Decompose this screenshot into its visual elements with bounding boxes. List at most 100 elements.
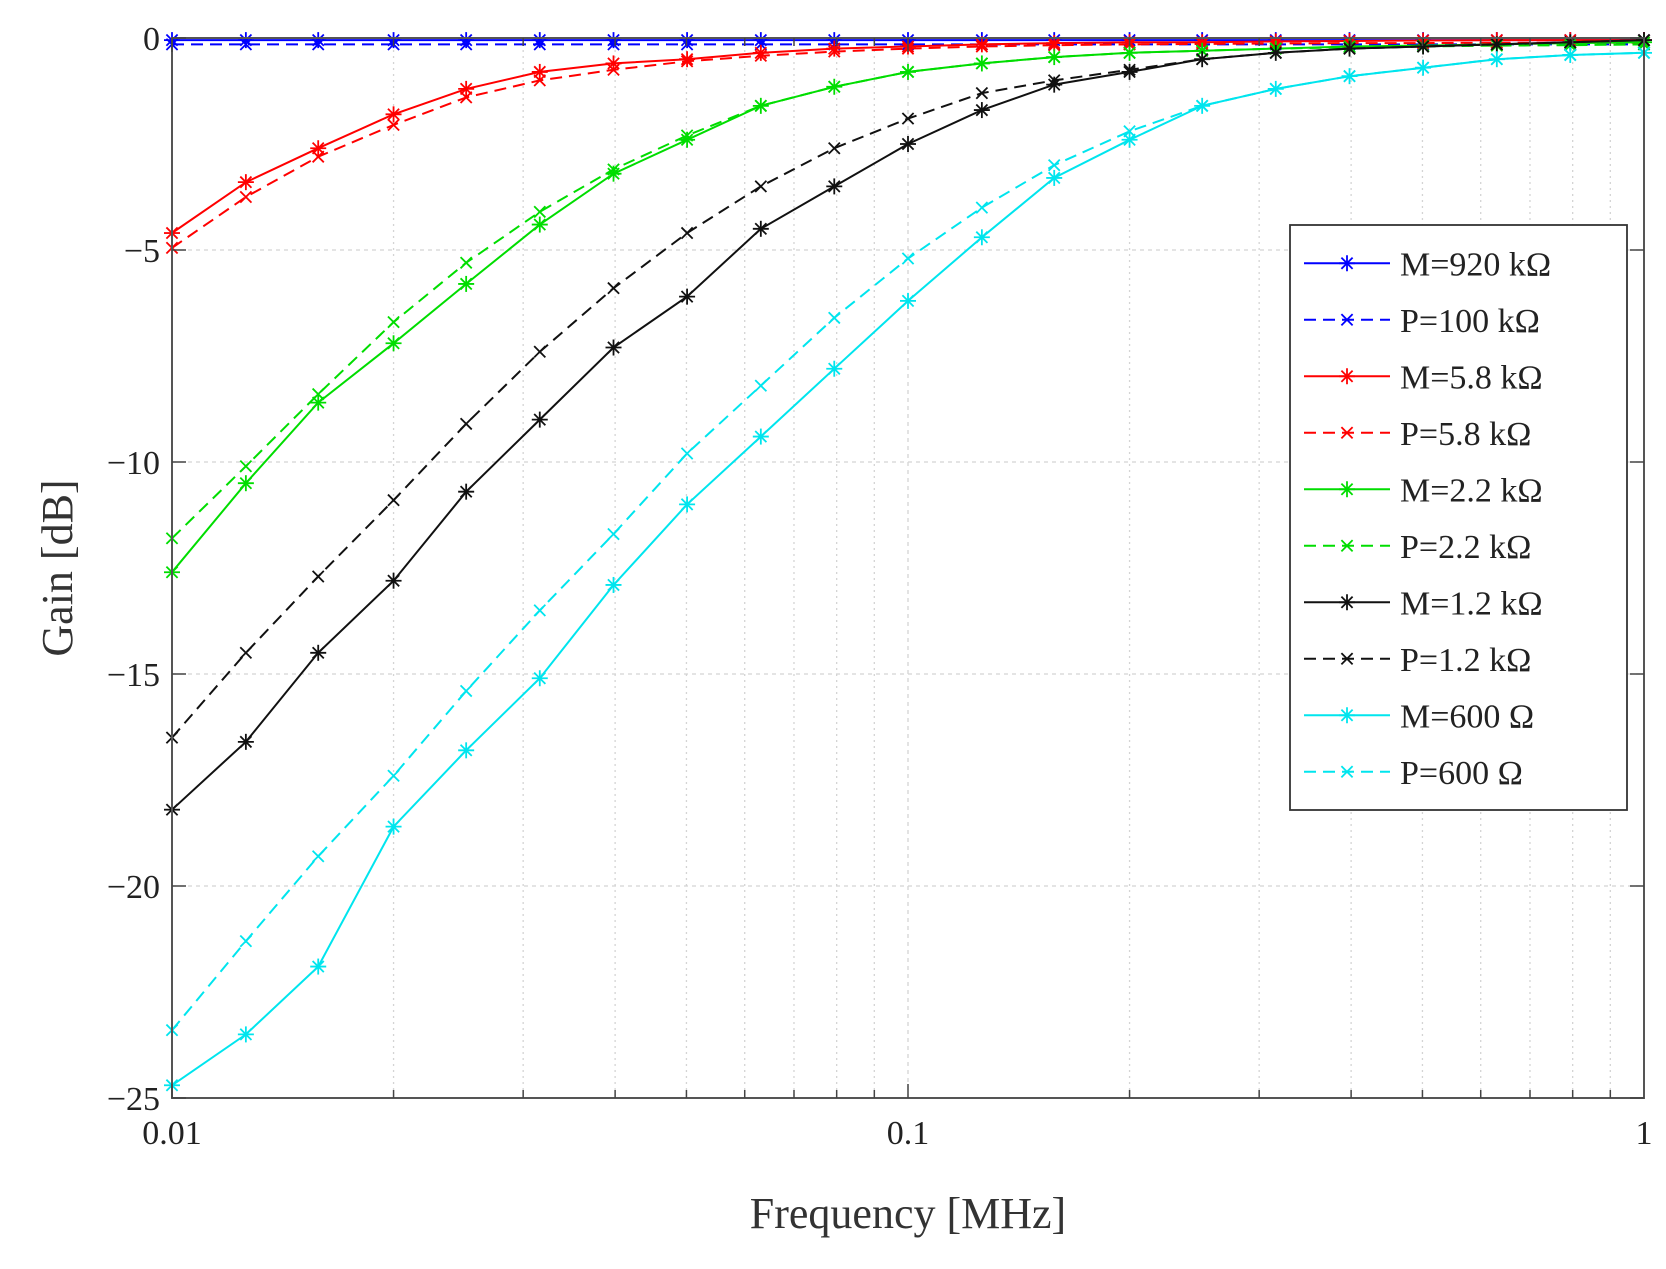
data-point xyxy=(975,40,989,53)
legend-label: P=2.2 kΩ xyxy=(1400,529,1531,566)
data-point xyxy=(533,345,547,358)
data-point xyxy=(975,57,989,70)
data-point xyxy=(828,80,841,93)
data-point xyxy=(754,49,768,63)
data-point xyxy=(1416,61,1430,74)
x-tick-label: 0.01 xyxy=(142,1115,202,1152)
data-point xyxy=(828,142,841,155)
data-point xyxy=(605,576,622,593)
data-point xyxy=(385,335,402,352)
data-point xyxy=(680,55,694,68)
data-point xyxy=(459,417,473,431)
legend-marker xyxy=(1339,594,1355,611)
data-point xyxy=(828,311,841,325)
data-point xyxy=(310,644,327,661)
legend-label: M=600 Ω xyxy=(1400,698,1534,735)
y-tick-label: −20 xyxy=(107,869,160,906)
legend-marker xyxy=(1339,368,1355,385)
data-point xyxy=(680,226,694,240)
data-point xyxy=(237,1026,254,1043)
data-point xyxy=(1121,63,1138,80)
data-point xyxy=(826,360,843,377)
legend-item: P=5.8 kΩ xyxy=(1304,416,1531,453)
data-point xyxy=(975,201,989,214)
legend-marker xyxy=(1340,313,1354,326)
data-point xyxy=(754,379,768,392)
y-tick-label: −15 xyxy=(107,657,160,694)
data-point xyxy=(531,670,548,687)
data-point xyxy=(531,32,548,49)
legend: M=920 kΩ P=100 kΩ M=5.8 kΩ P=5.8 kΩ M=2.2 kΩ… xyxy=(1289,224,1628,811)
data-point xyxy=(1490,38,1504,51)
legend-item: M=600 Ω xyxy=(1304,698,1534,735)
data-point xyxy=(458,32,475,49)
x-tick-label: 1 xyxy=(1636,1115,1653,1152)
data-point xyxy=(973,229,990,246)
y-tick-label: 0 xyxy=(143,21,160,58)
y-tick-label: −10 xyxy=(107,445,160,482)
legend-item: P=100 kΩ xyxy=(1304,303,1540,340)
data-point xyxy=(1047,50,1061,64)
data-point xyxy=(459,684,473,698)
data-point xyxy=(387,315,400,329)
data-point xyxy=(1047,158,1061,172)
data-point xyxy=(310,32,327,49)
data-point xyxy=(1195,99,1209,113)
data-point xyxy=(754,180,768,193)
legend-item: M=920 kΩ xyxy=(1304,246,1551,283)
legend-item: M=2.2 kΩ xyxy=(1304,472,1543,509)
data-point xyxy=(458,80,475,97)
legend-label: P=600 Ω xyxy=(1400,755,1523,792)
data-point xyxy=(975,86,989,100)
data-point xyxy=(680,129,694,142)
data-point xyxy=(459,38,473,51)
y-axis-title: Gain [dB] xyxy=(33,479,82,656)
legend-label: P=5.8 kΩ xyxy=(1400,416,1531,453)
x-tick-label: 0.1 xyxy=(887,1115,930,1152)
data-point xyxy=(605,32,622,49)
data-point xyxy=(385,572,402,589)
data-point xyxy=(754,99,768,113)
data-point xyxy=(1123,125,1136,138)
data-point xyxy=(311,570,325,583)
data-point xyxy=(679,51,696,68)
data-point xyxy=(310,958,327,975)
data-point xyxy=(900,136,916,152)
legend-marker xyxy=(1339,255,1355,272)
data-point xyxy=(607,527,620,541)
x-axis-title: Frequency [MHz] xyxy=(750,1189,1066,1238)
data-point xyxy=(459,256,473,269)
data-point xyxy=(239,38,253,51)
data-point xyxy=(607,281,620,295)
data-point xyxy=(1123,46,1136,60)
data-point xyxy=(605,339,622,356)
series-group xyxy=(164,32,1652,1094)
data-point xyxy=(531,411,548,428)
data-point xyxy=(239,460,253,473)
data-point xyxy=(385,818,402,835)
data-point xyxy=(1490,52,1504,66)
data-point xyxy=(901,65,915,79)
data-point xyxy=(387,769,400,782)
data-point xyxy=(1269,46,1283,60)
data-point xyxy=(973,102,990,119)
legend-marker xyxy=(1340,426,1354,439)
data-point xyxy=(458,483,475,500)
data-point xyxy=(752,220,769,237)
legend-item: M=1.2 kΩ xyxy=(1304,585,1543,622)
legend-label: M=1.2 kΩ xyxy=(1400,585,1543,622)
legend-label: M=5.8 kΩ xyxy=(1400,359,1543,396)
data-point xyxy=(1564,48,1577,62)
data-point xyxy=(458,742,475,759)
data-point xyxy=(311,850,325,863)
data-point xyxy=(531,63,548,80)
legend-marker xyxy=(1340,652,1354,665)
axis-ticks xyxy=(171,37,1644,1099)
series-9 xyxy=(165,46,1651,1037)
data-point xyxy=(533,205,547,219)
legend-marker xyxy=(1340,765,1354,778)
legend-item: P=2.2 kΩ xyxy=(1304,529,1531,566)
data-point xyxy=(311,150,325,163)
data-point xyxy=(607,163,620,176)
